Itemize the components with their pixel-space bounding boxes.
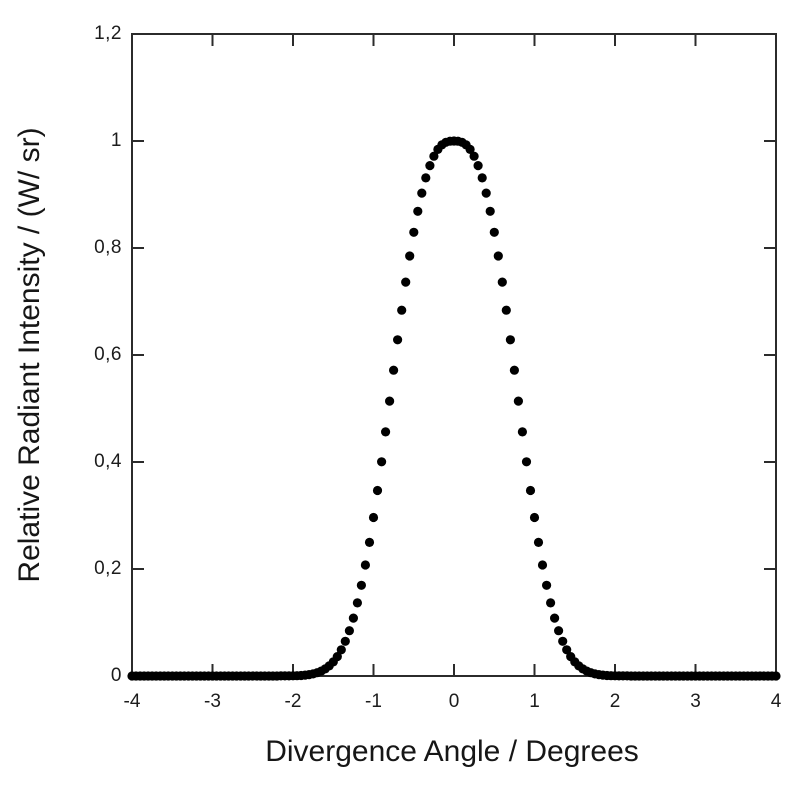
data-point — [352, 598, 362, 608]
y-tick-label: 1,2 — [94, 23, 122, 44]
data-point — [554, 626, 564, 636]
data-point — [505, 335, 515, 345]
data-point — [372, 485, 383, 496]
data-point — [377, 457, 387, 467]
data-point — [389, 365, 399, 375]
x-tick-label: 2 — [609, 691, 621, 712]
data-point — [542, 580, 552, 590]
data-point — [481, 188, 491, 198]
x-axis-title: Divergence Angle / Degrees — [265, 735, 639, 768]
y-tick-label: 0 — [110, 665, 122, 686]
data-point — [348, 613, 358, 623]
data-point — [562, 645, 572, 655]
data-point — [344, 626, 354, 636]
x-tick-label: 3 — [690, 691, 701, 712]
data-point — [465, 144, 475, 154]
data-point — [360, 560, 370, 570]
data-point — [393, 335, 403, 345]
x-tick-label: 0 — [448, 691, 460, 712]
data-point — [381, 427, 391, 437]
x-tick-label: 4 — [770, 691, 782, 712]
data-point — [336, 645, 346, 655]
y-tick-label: 0,8 — [94, 237, 122, 258]
data-point — [501, 305, 511, 315]
data-point — [493, 251, 503, 261]
y-tick-label: 0,6 — [94, 344, 122, 365]
x-tick-label: -3 — [204, 691, 221, 712]
data-point — [469, 151, 479, 161]
data-point — [489, 227, 499, 237]
data-point — [521, 457, 532, 467]
data-point — [340, 636, 350, 646]
x-tick-label: -4 — [123, 691, 141, 712]
data-point — [473, 161, 483, 171]
data-point — [497, 277, 507, 287]
data-point — [537, 560, 548, 570]
data-point — [425, 161, 435, 171]
y-tick-label: 0,2 — [94, 558, 122, 579]
data-point — [409, 227, 419, 237]
data-point — [477, 173, 487, 183]
data-point — [413, 206, 423, 216]
data-point — [550, 613, 560, 623]
data-point — [546, 598, 556, 608]
x-tick-label: -1 — [365, 691, 382, 712]
y-tick-label: 1 — [110, 130, 122, 151]
data-point — [397, 305, 407, 315]
data-point — [385, 396, 395, 406]
data-point — [509, 365, 519, 375]
data-point — [525, 485, 536, 496]
data-point — [364, 537, 375, 548]
plot-frame — [131, 33, 777, 677]
data-point — [513, 396, 524, 406]
data-point — [417, 188, 427, 198]
data-point — [332, 652, 342, 662]
y-tick-label: 0,4 — [94, 451, 122, 472]
data-point — [368, 512, 379, 523]
data-point — [485, 206, 495, 216]
x-tick-label: 1 — [529, 691, 540, 712]
data-point — [405, 251, 415, 261]
data-point — [771, 671, 781, 681]
data-point — [429, 151, 439, 161]
x-tick-label: -2 — [284, 691, 302, 712]
data-point — [529, 512, 540, 523]
data-point — [421, 173, 431, 183]
data-point — [533, 537, 544, 548]
data-point — [401, 277, 411, 287]
data-point — [558, 636, 568, 646]
data-point — [517, 427, 528, 437]
y-axis-title: Relative Radiant Intensity / (W/ sr) — [13, 127, 46, 583]
data-point — [356, 580, 366, 590]
